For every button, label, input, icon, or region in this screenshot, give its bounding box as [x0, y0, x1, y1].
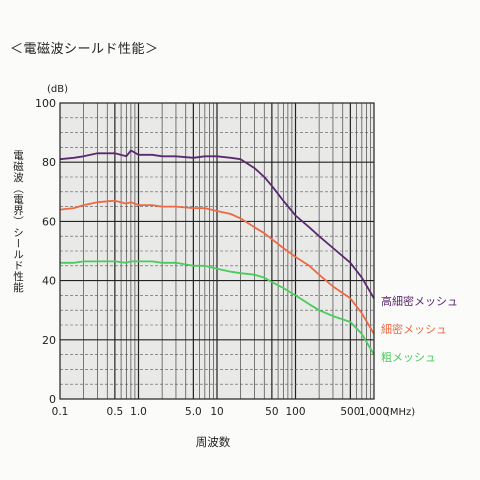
- y-tick-label: 0: [49, 393, 56, 406]
- series-label-3: 粗メッシュ: [381, 351, 436, 364]
- x-tick-label: 1,000: [359, 406, 389, 418]
- y-tick-label: 80: [42, 156, 56, 169]
- plot-frame: [59, 102, 375, 400]
- grid-layer: [60, 103, 374, 399]
- y-tick-label: 100: [35, 97, 56, 110]
- y-tick-label: 20: [42, 334, 56, 347]
- x-tick-label: 10: [210, 406, 223, 418]
- x-tick-label: 0.1: [52, 406, 69, 418]
- y-axis-label: 電磁波（電界）シールド性能: [12, 150, 24, 293]
- x-unit-label: (MHz): [386, 407, 415, 418]
- y-tick-label: 60: [42, 215, 56, 228]
- y-tick-label: 40: [42, 275, 56, 288]
- x-tick-label: 500: [340, 406, 360, 418]
- series-label-1: 高細密メッシュ: [381, 294, 458, 308]
- x-tick-label: 100: [285, 406, 305, 418]
- x-axis-label: 周波数: [196, 435, 231, 449]
- page-title: ＜電磁波シールド性能＞: [10, 42, 159, 57]
- y-unit-label: (dB): [47, 84, 68, 95]
- series-label-2: 細密メッシュ: [381, 322, 447, 336]
- x-tick-label: 5.0: [185, 406, 202, 418]
- x-tick-label: 50: [265, 406, 278, 418]
- series-line-2: [59, 199, 375, 335]
- x-tick-label: 0.5: [107, 406, 124, 418]
- x-tick-label: 1.0: [130, 406, 147, 418]
- series-line-3: [60, 260, 375, 356]
- series-layer: [59, 149, 375, 356]
- series-line-1: [59, 149, 375, 299]
